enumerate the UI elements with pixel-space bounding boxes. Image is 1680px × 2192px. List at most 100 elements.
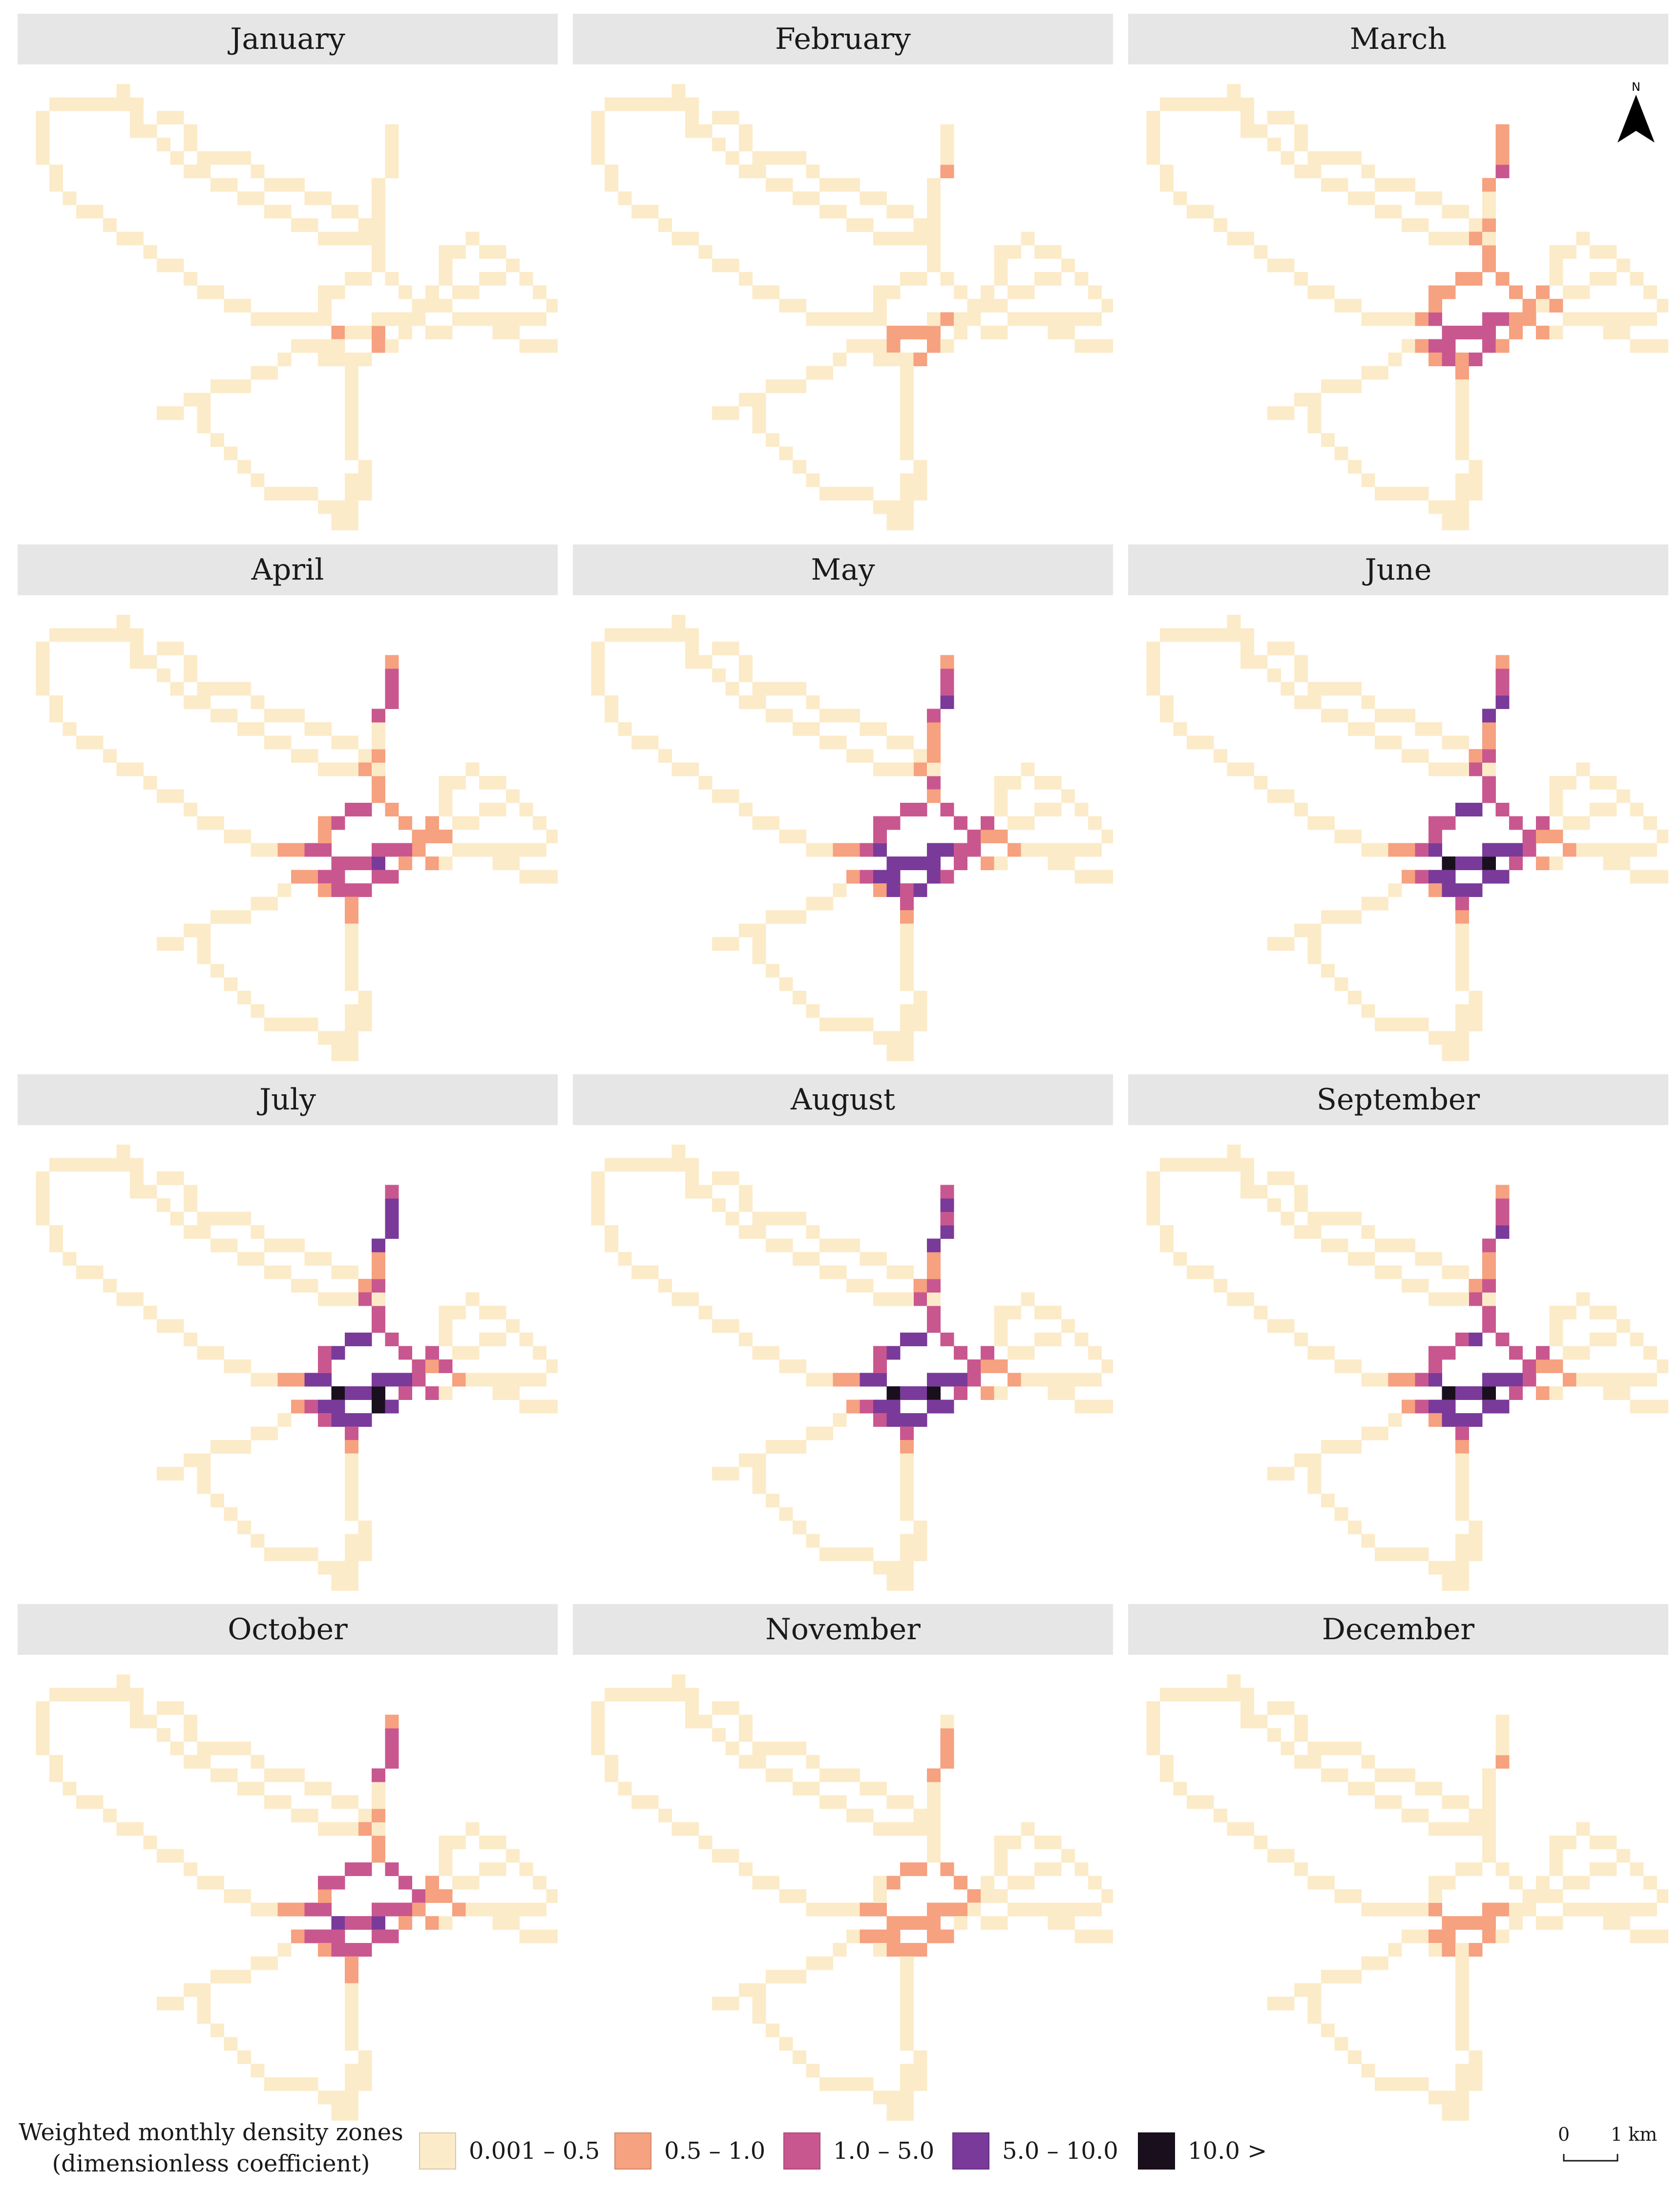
- density-cell: [940, 124, 954, 138]
- density-cell: [170, 258, 184, 272]
- density-cell: [819, 366, 833, 380]
- density-cell: [1469, 1822, 1483, 1836]
- density-cell: [251, 1004, 265, 1018]
- density-cell: [63, 1158, 77, 1172]
- density-cell: [1267, 937, 1281, 951]
- density-cell: [766, 910, 779, 924]
- density-cell: [1428, 1346, 1442, 1360]
- density-cell: [779, 709, 793, 723]
- density-cell: [170, 1171, 184, 1185]
- density-cell: [1469, 1862, 1483, 1876]
- density-cell: [439, 1359, 453, 1373]
- density-cell: [1428, 500, 1442, 514]
- density-cell: [994, 776, 1008, 790]
- density-cell: [819, 1795, 833, 1809]
- density-cell: [927, 1768, 941, 1782]
- density-cell: [698, 655, 713, 669]
- density-cell: [1240, 1158, 1254, 1172]
- density-cell: [940, 695, 954, 709]
- density-cell: [197, 1997, 211, 2010]
- density-cell: [251, 1902, 265, 1917]
- density-cell: [981, 326, 994, 339]
- density-cell: [739, 124, 753, 138]
- density-cell: [452, 816, 466, 830]
- density-cell: [779, 1768, 793, 1782]
- density-cell: [1388, 205, 1402, 219]
- density-cell: [873, 1876, 887, 1890]
- density-cell: [36, 1714, 50, 1729]
- density-cell: [492, 326, 506, 339]
- density-cell: [1455, 897, 1469, 911]
- density-cell: [927, 312, 941, 326]
- density-cell: [1375, 1238, 1388, 1253]
- density-cell: [1536, 1359, 1550, 1373]
- density-cell: [358, 1279, 372, 1293]
- density-cell: [492, 776, 506, 790]
- density-cell: [345, 1983, 358, 1997]
- density-cell: [658, 97, 672, 111]
- density-cell: [1495, 843, 1510, 857]
- density-cell: [197, 950, 211, 964]
- density-cell: [519, 803, 533, 816]
- density-cell: [264, 1238, 278, 1253]
- density-cell: [900, 856, 914, 870]
- density-cell: [698, 1185, 713, 1199]
- density-cell: [1455, 1386, 1469, 1400]
- density-cell: [1214, 1279, 1227, 1293]
- density-cell: [345, 803, 358, 816]
- density-cell: [1455, 1507, 1469, 1521]
- density-cell: [49, 97, 63, 111]
- density-cell: [1428, 1929, 1442, 1943]
- density-cell: [658, 628, 672, 642]
- density-cell: [1034, 1306, 1048, 1319]
- density-cell: [425, 816, 439, 830]
- density-cell: [1442, 500, 1456, 514]
- density-cell: [698, 1714, 713, 1729]
- density-cell: [886, 870, 901, 884]
- density-cell: [1267, 1171, 1281, 1185]
- density-cell: [819, 1768, 833, 1782]
- density-cell: [452, 843, 466, 857]
- density-cell: [345, 366, 358, 380]
- density-cell: [1334, 1970, 1348, 1983]
- density-cell: [886, 1916, 901, 1930]
- density-cell: [1187, 97, 1200, 111]
- density-cell: [130, 97, 144, 111]
- density-cell: [1590, 312, 1603, 326]
- density-cell: [1267, 258, 1281, 272]
- density-cell: [766, 379, 779, 393]
- density-cell: [358, 1386, 372, 1400]
- density-cell: [591, 1741, 605, 1755]
- density-cell: [251, 897, 265, 911]
- density-cell: [1254, 655, 1268, 669]
- density-cell: [143, 1185, 157, 1199]
- density-cell: [793, 1359, 806, 1373]
- density-cell: [197, 1211, 211, 1226]
- density-cell: [806, 1956, 820, 1970]
- density-cell: [1375, 1018, 1388, 1031]
- density-cell: [1088, 1902, 1102, 1917]
- density-cell: [591, 1171, 605, 1185]
- density-cell: [345, 231, 358, 246]
- density-cell: [1402, 843, 1415, 857]
- density-cell: [1442, 1346, 1456, 1360]
- legend-swatch: [783, 2132, 820, 2170]
- density-cell: [492, 1836, 506, 1849]
- density-cell: [1455, 326, 1469, 339]
- density-cell: [1348, 1252, 1362, 1266]
- density-cell: [1375, 487, 1388, 501]
- density-cell: [1240, 1714, 1254, 1729]
- density-cell: [1482, 258, 1496, 272]
- density-cell: [940, 1373, 954, 1387]
- density-cell: [412, 1359, 426, 1373]
- density-cell: [1008, 1902, 1021, 1917]
- density-cell: [645, 628, 659, 642]
- legend-label: 0.001 – 0.5: [469, 2137, 600, 2165]
- density-cell: [465, 1876, 480, 1890]
- density-cell: [304, 487, 318, 501]
- density-cell: [345, 527, 358, 530]
- density-cell: [940, 1929, 954, 1943]
- density-cell: [210, 1238, 224, 1253]
- density-cell: [519, 1333, 533, 1346]
- density-cell: [345, 2010, 358, 2024]
